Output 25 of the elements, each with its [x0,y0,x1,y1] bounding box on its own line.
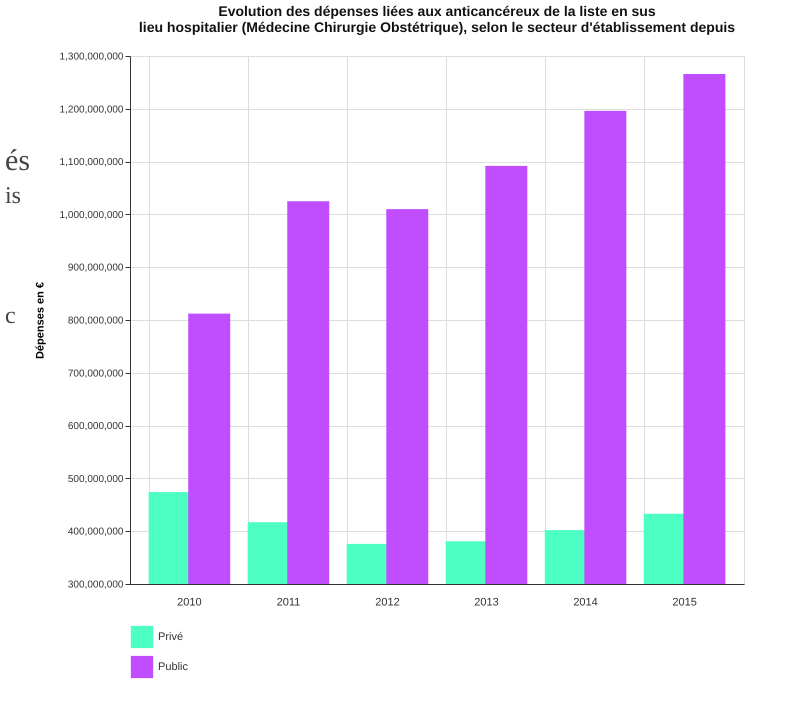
y-tick-label: 800,000,000 [68,316,124,326]
y-tick-label: 900,000,000 [68,262,124,274]
y-tick-label: 500,000,000 [68,474,124,485]
text: és [5,144,30,177]
y-tick-label: 1,000,000,000 [60,210,124,221]
text: lieu hospitalier (Médecine Chirurgie Obstétrique), selon le secteur d'établissement depuis [138,19,736,35]
y-tick-label: 1,200,000,000 [60,104,124,116]
y-tick-label: 1,100,000,000 [60,157,124,168]
y-tick-label: 600,000,000 [68,421,124,432]
text: c [5,303,16,329]
y-tick-label: 700,000,000 [68,368,124,380]
y-tick-label: 400,000,000 [68,526,124,538]
legend-label: Privé [158,631,184,643]
legend-label: Public [158,661,188,673]
y-axis-title: Dépenses en € [34,282,47,360]
x-tick-label: 2013 [474,596,499,608]
x-tick-label: 2015 [672,596,697,608]
x-tick-label: 2014 [573,596,598,608]
x-tick-label: 2012 [375,596,400,608]
text: Evolution des dépenses liées aux anticancéreux de la liste en sus [218,3,656,19]
x-tick-label: 2010 [177,596,202,608]
y-tick-label: 300,000,000 [68,580,124,590]
y-tick-label: 1,300,000,000 [60,52,124,62]
x-tick-label: 2011 [276,596,300,608]
text: is [5,183,22,209]
